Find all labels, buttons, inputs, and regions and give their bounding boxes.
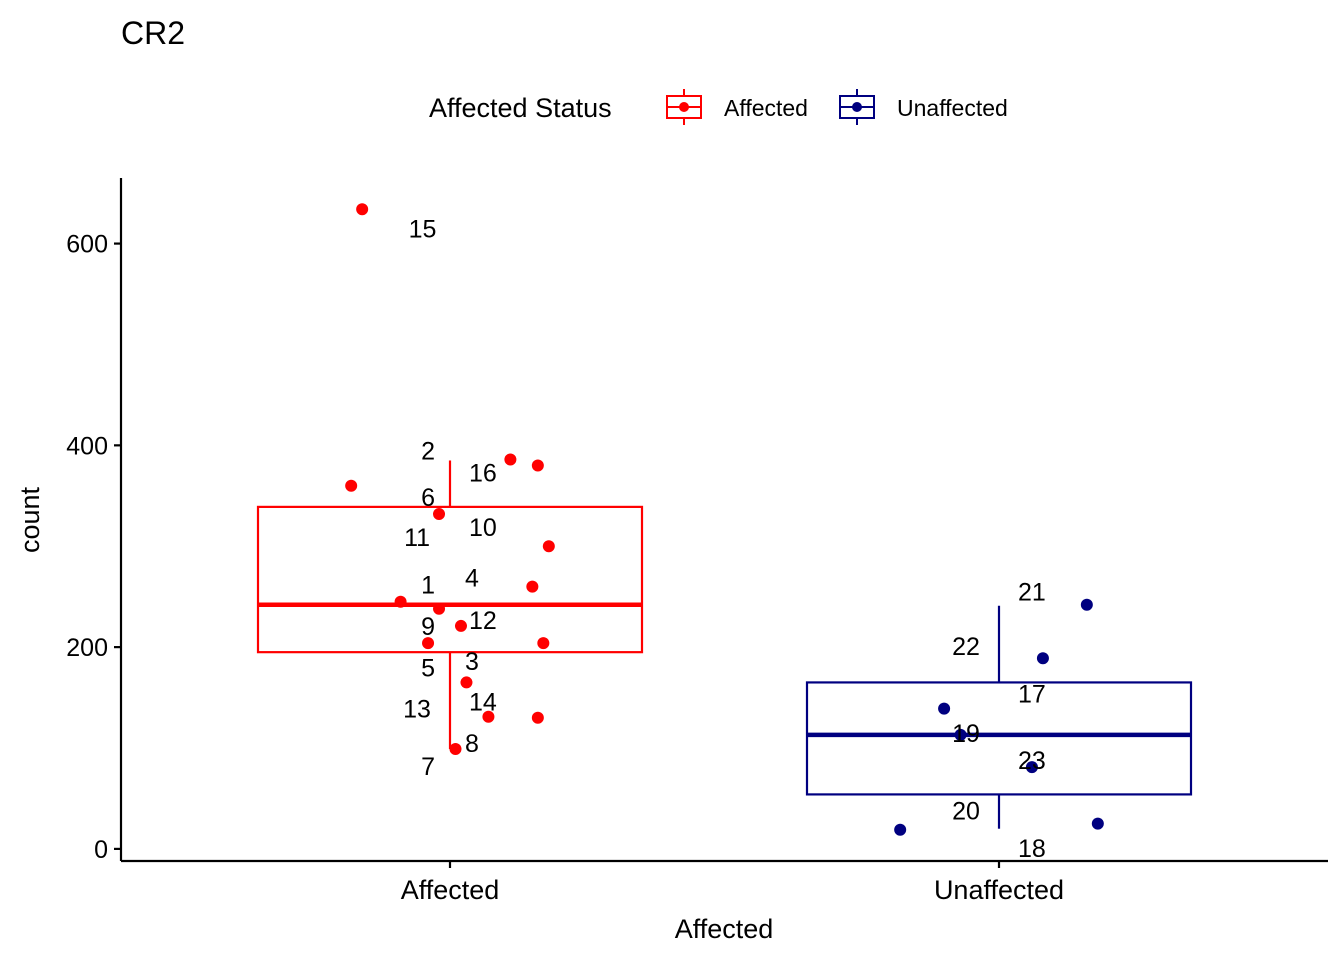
data-point	[449, 743, 462, 756]
data-point	[537, 637, 550, 650]
data-point	[954, 728, 967, 741]
data-point	[356, 203, 369, 216]
data-point	[460, 676, 473, 689]
point-label: 17	[1018, 681, 1046, 709]
data-point	[433, 602, 446, 615]
point-label: 10	[469, 514, 497, 542]
data-point	[1036, 652, 1049, 665]
point-label: 15	[409, 215, 437, 243]
point-label: 3	[465, 648, 479, 676]
point-label: 12	[469, 607, 497, 635]
data-point	[433, 507, 446, 520]
point-label: 9	[421, 613, 435, 641]
data-point	[531, 459, 544, 472]
point-label: 7	[421, 753, 435, 781]
point-label: 2	[421, 437, 435, 465]
point-label: 11	[404, 524, 430, 552]
point-label: 1	[421, 572, 435, 600]
point-label: 6	[421, 484, 435, 512]
data-point	[482, 710, 495, 723]
data-point	[1025, 761, 1038, 774]
chart-title: CR2	[121, 15, 185, 51]
x-axis-title: Affected	[675, 914, 774, 944]
x-tick-label: Unaffected	[934, 875, 1064, 905]
point-label: 13	[403, 696, 431, 724]
legend-entries: Affected Unaffected	[666, 89, 1008, 125]
legend-key-point	[852, 102, 862, 112]
data-point	[894, 823, 907, 836]
point-label: 18	[1018, 835, 1046, 863]
data-point	[531, 711, 544, 724]
box-iqr	[256, 505, 644, 654]
y-tick-label: 400	[66, 432, 108, 460]
point-label: 8	[465, 730, 479, 758]
legend: Affected Status Affected Unaffected	[429, 89, 1008, 125]
box-iqr	[805, 681, 1193, 796]
plot-area: 15 2 16 6 10 11 4 1 12 9 3 5 14 13 8 7 21 22 17 19 23 20 18	[256, 203, 1193, 863]
data-point	[526, 580, 539, 593]
y-axis-title: count	[15, 486, 45, 553]
y-tick-label: 200	[66, 634, 108, 662]
data-point	[1091, 817, 1104, 830]
point-label: 20	[952, 798, 980, 826]
legend-key-point	[679, 102, 689, 112]
x-axis-ticks: Affected Unaffected	[401, 861, 1064, 905]
point-label: 4	[465, 565, 479, 593]
x-tick-label: Affected	[401, 875, 500, 905]
point-label: 5	[421, 654, 435, 682]
legend-title: Affected Status	[429, 93, 612, 123]
legend-label: Unaffected	[897, 95, 1008, 121]
data-point	[1080, 598, 1093, 611]
box-affected	[256, 460, 644, 750]
data-point	[454, 619, 467, 632]
data-point	[394, 595, 407, 608]
point-label: 16	[469, 460, 497, 488]
data-point	[422, 637, 435, 650]
point-label: 22	[952, 633, 980, 661]
data-point	[504, 453, 517, 466]
y-tick-label: 0	[94, 836, 108, 864]
data-point	[542, 540, 555, 553]
point-label: 23	[1018, 747, 1046, 775]
data-point	[938, 702, 951, 715]
data-point	[345, 479, 358, 492]
point-label: 14	[469, 689, 497, 717]
y-axis-ticks: 0 200 400 600	[66, 231, 121, 864]
box-unaffected	[805, 605, 1193, 829]
legend-label: Affected	[724, 95, 808, 121]
point-label: 19	[952, 720, 980, 748]
point-label: 21	[1018, 579, 1046, 607]
y-tick-label: 600	[66, 231, 108, 259]
